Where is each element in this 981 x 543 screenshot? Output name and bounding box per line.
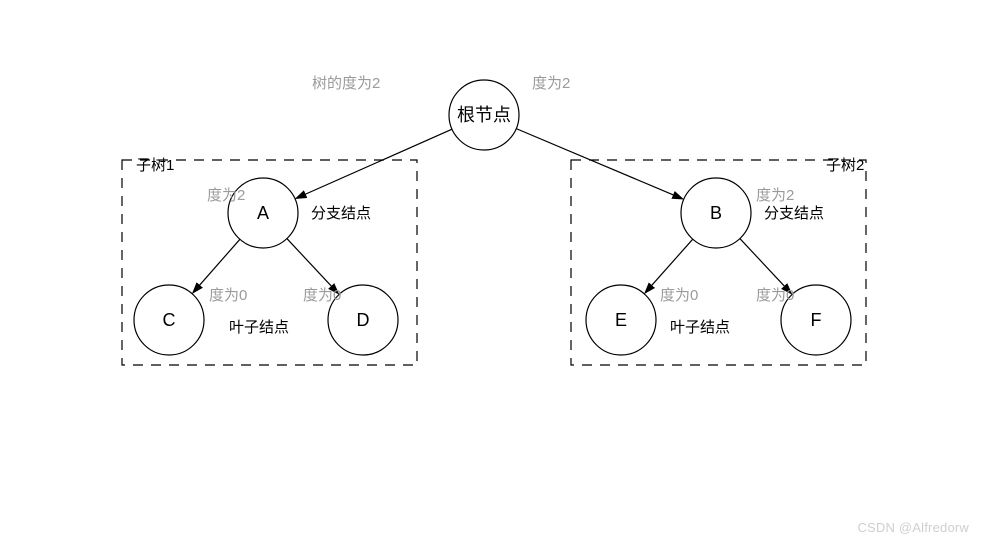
annotation-text: 叶子结点 [670, 319, 730, 336]
tree-edge [297, 129, 452, 198]
tree-edge [193, 239, 239, 292]
annotation-text: 叶子结点 [229, 319, 289, 336]
watermark-text: CSDN @Alfredorw [857, 520, 969, 535]
tree-node-label: A [257, 203, 269, 223]
tree-node-label: B [710, 203, 722, 223]
subtree-label: 子树1 [136, 157, 174, 174]
tree-edge [287, 239, 338, 293]
subtree-label: 子树2 [826, 157, 864, 174]
annotation-text: 度为0 [209, 287, 247, 304]
tree-edge [646, 239, 693, 292]
annotation-text: 度为2 [207, 187, 245, 204]
tree-node-label: E [615, 310, 627, 330]
annotation-text: 度为0 [660, 287, 698, 304]
annotation-text: 度为0 [303, 287, 341, 304]
tree-diagram: 子树1子树2 根节点ABCDEF 树的度为2度为2度为2度为2分支结点分支结点度… [0, 0, 981, 543]
annotation-text: 分支结点 [764, 205, 824, 222]
tree-edge [516, 129, 682, 199]
annotation-text: 度为2 [532, 75, 570, 92]
tree-edge [740, 239, 791, 293]
tree-node-label: D [357, 310, 370, 330]
annotation-text: 度为2 [756, 187, 794, 204]
annotation-text: 度为0 [756, 287, 794, 304]
annotation-text: 分支结点 [311, 205, 371, 222]
annotation-text: 树的度为2 [312, 75, 380, 92]
tree-node-label: 根节点 [457, 105, 511, 125]
tree-node-label: F [811, 310, 822, 330]
tree-node-label: C [163, 310, 176, 330]
